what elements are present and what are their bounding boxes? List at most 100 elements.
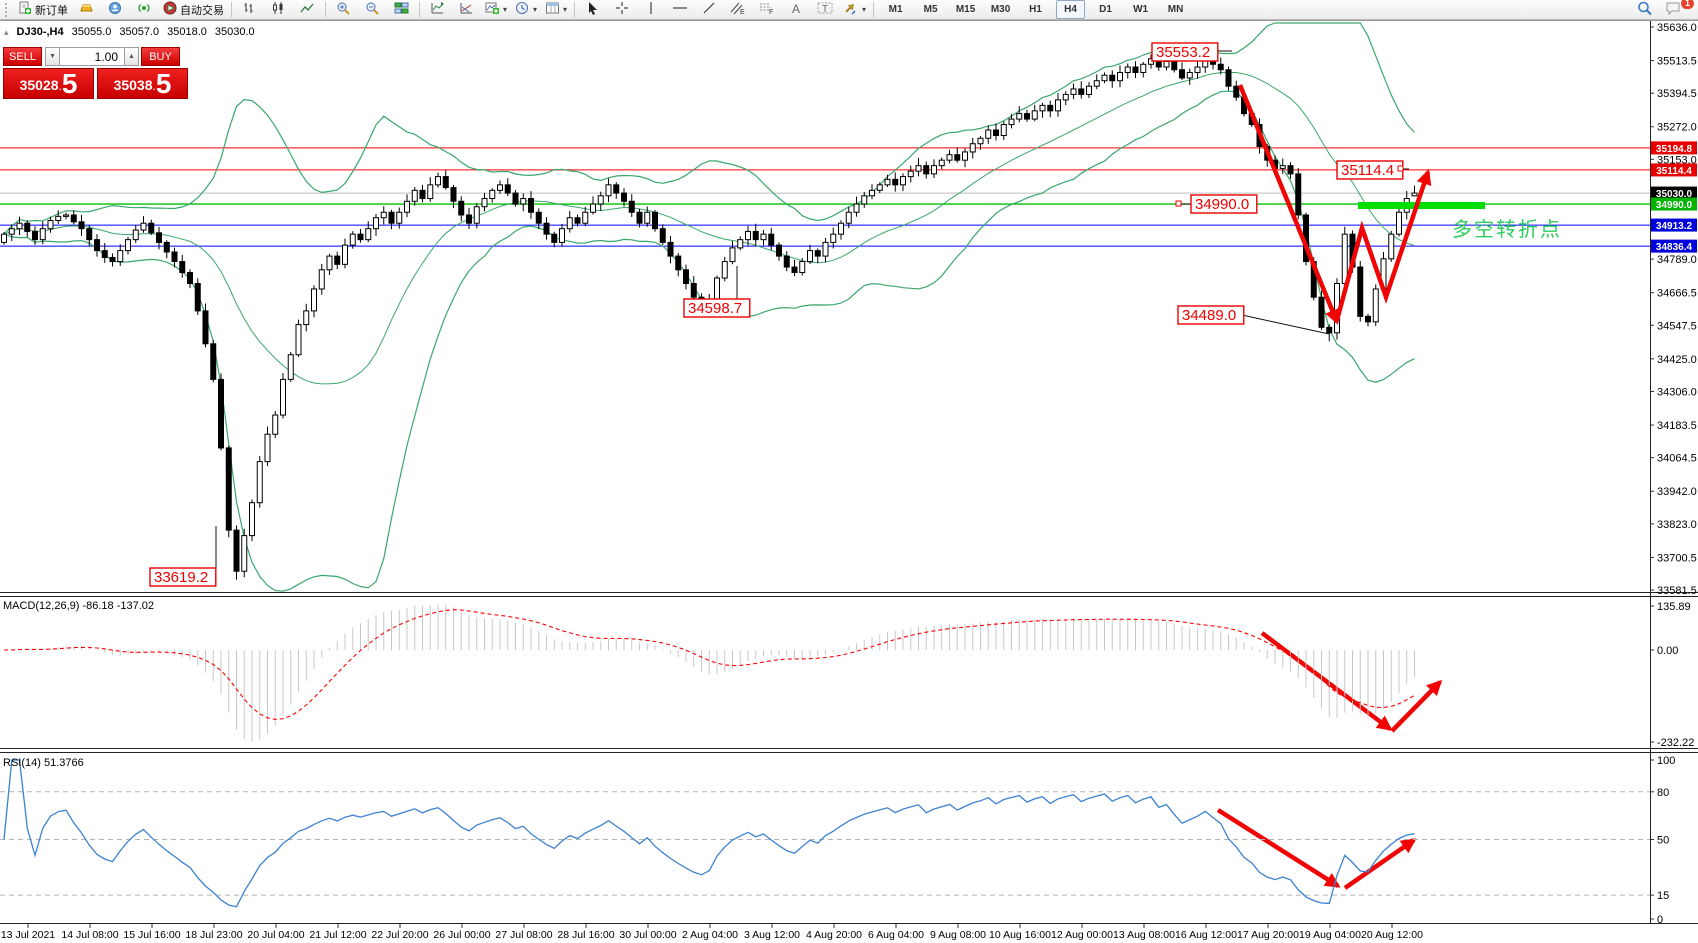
time-axis-label: 27 Jul 08:00 (495, 929, 552, 941)
time-axis-label: 22 Jul 20:00 (371, 929, 428, 941)
rsi-axis-label: 80 (1657, 787, 1669, 799)
cn-annotation-text[interactable]: 多空转折点 (1452, 218, 1562, 241)
timeframe-h1-button[interactable]: H1 (1029, 4, 1042, 15)
search-button[interactable] (1630, 0, 1659, 19)
timeframe-m30-button[interactable]: M30 (990, 4, 1011, 15)
toolbar-grip[interactable] (5, 2, 11, 17)
macd-axis-label: -232.22 (1657, 737, 1694, 749)
signals-button[interactable] (130, 0, 159, 19)
callout-33619.2[interactable]: 33619.2 (149, 526, 217, 587)
candle (365, 228, 372, 241)
candle (94, 239, 100, 252)
chat-button[interactable]: 1 (1659, 0, 1694, 19)
candle (551, 233, 558, 243)
candle (1233, 85, 1240, 98)
new-order-button[interactable]: 新订单 (14, 0, 72, 19)
timeframe-mn-button[interactable]: MN (1167, 4, 1184, 15)
volume-up-button[interactable]: ▲ (124, 47, 139, 66)
timeframe-m5-button[interactable]: M5 (923, 4, 938, 15)
candle (737, 239, 744, 249)
candle (117, 250, 124, 263)
price-axis[interactable]: 35636.0 35513.5 35394.5 35272.0 35153.0 34789… (1650, 21, 1697, 923)
price-axis-label: 34425.0 (1657, 354, 1697, 366)
time-axis-label: 10 Aug 16:00 (989, 929, 1051, 941)
new-chart-button[interactable]: ▾ (481, 0, 511, 19)
periods-button[interactable]: ▾ (511, 0, 541, 19)
text-button[interactable]: A (781, 0, 810, 19)
timeframe-h4-button[interactable]: H4 (1056, 0, 1086, 19)
line-chart-button[interactable] (293, 0, 322, 19)
sell-button[interactable]: SELL (3, 47, 42, 66)
macd-trend-arrow[interactable] (1260, 631, 1393, 731)
indicators-icon (430, 1, 445, 18)
green-highlight-bar[interactable] (1358, 202, 1485, 209)
candle (264, 433, 271, 463)
candle (156, 232, 162, 243)
trendline-button[interactable] (694, 0, 723, 19)
volume-down-button[interactable]: ▼ (45, 47, 60, 66)
main-trend-arrow[interactable] (1334, 169, 1432, 321)
candle (481, 198, 488, 208)
callout-connector (1241, 314, 1330, 335)
timeframe-d1-button[interactable]: D1 (1099, 4, 1112, 15)
main-trend-arrow[interactable] (1237, 84, 1340, 325)
tile-windows-button[interactable] (387, 0, 416, 19)
buy-button[interactable]: BUY (141, 47, 180, 66)
callout-box (1190, 194, 1258, 214)
price-chart[interactable]: 多空转折点 35553.2 35114.4 34990.0 34598.7 34489.0… (0, 20, 1698, 943)
candle (334, 255, 341, 265)
rsi-panel: RSI(14) 51.3766 100 80 50 15 0 (0, 755, 1675, 926)
timeframe-m15-button[interactable]: M15 (955, 4, 976, 15)
zoom-in-button[interactable] (329, 0, 358, 19)
template-button[interactable]: ▾ (541, 0, 571, 19)
candle (512, 192, 519, 205)
bar-low: 35018.0 (167, 26, 207, 38)
candle (799, 261, 806, 274)
community-button[interactable] (101, 0, 130, 19)
chart-window: 多空转折点 35553.2 35114.4 34990.0 34598.7 34489.0… (0, 20, 1698, 943)
volume-input[interactable] (60, 47, 124, 66)
time-axis-label: 6 Aug 04:00 (868, 929, 924, 941)
sell-price-box[interactable]: 35028. 5 (3, 68, 94, 99)
timeframe-w1-button[interactable]: W1 (1133, 4, 1149, 15)
time-axis[interactable]: 13 Jul 2021 14 Jul 08:00 15 Jul 16:00 18 Ju… (1, 924, 1423, 941)
callout-34598.7[interactable]: 34598.7 (683, 266, 751, 318)
vline-button[interactable] (636, 0, 665, 19)
fibonacci-button[interactable]: F (752, 0, 781, 19)
zoom-out-button[interactable] (358, 0, 387, 19)
hline-button[interactable] (665, 0, 694, 19)
zoom-out-icon (365, 1, 380, 18)
crosshair-button[interactable] (607, 0, 636, 19)
callout-35114.4[interactable]: 35114.4 (1336, 160, 1409, 180)
price-badge-text: 34990.0 (1656, 200, 1693, 211)
rsi-trend-arrow[interactable] (1216, 808, 1341, 888)
channel-button[interactable]: E (723, 0, 752, 19)
candle (652, 211, 658, 230)
macd-trend-arrow[interactable] (1390, 679, 1443, 733)
callout-34990.0[interactable]: 34990.0 (1175, 194, 1258, 214)
price-badge-text: 35030.0 (1656, 189, 1693, 200)
arrows-button[interactable]: ▾ (839, 0, 870, 19)
svg-text:A: A (792, 2, 800, 15)
objects-button[interactable] (452, 0, 481, 19)
bars-chart-button[interactable] (235, 0, 264, 19)
autotrading-button[interactable]: 自动交易 (159, 0, 228, 19)
candle (783, 255, 790, 268)
bars-chart-icon (242, 1, 257, 18)
cursor-button[interactable] (578, 0, 607, 19)
rsi-trend-arrow[interactable] (1343, 838, 1417, 890)
indicators-button[interactable] (423, 0, 452, 19)
candle (1132, 66, 1139, 73)
label-button[interactable]: T (810, 0, 839, 19)
callout-34489.0[interactable]: 34489.0 (1177, 305, 1330, 335)
candles-chart-button[interactable] (264, 0, 293, 19)
buy-price-box[interactable]: 35038. 5 (97, 68, 188, 99)
timeframe-m1-button[interactable]: M1 (888, 4, 903, 15)
price-badge-35114.4 (1651, 163, 1697, 177)
callout-handle (1175, 200, 1182, 207)
callout-35553.2[interactable]: 35553.2 (1151, 42, 1232, 62)
toolbar-separator (419, 2, 420, 17)
deposit-button[interactable] (72, 0, 101, 19)
macd-indicator-label: MACD(12,26,9) -86.18 -137.02 (3, 600, 154, 612)
